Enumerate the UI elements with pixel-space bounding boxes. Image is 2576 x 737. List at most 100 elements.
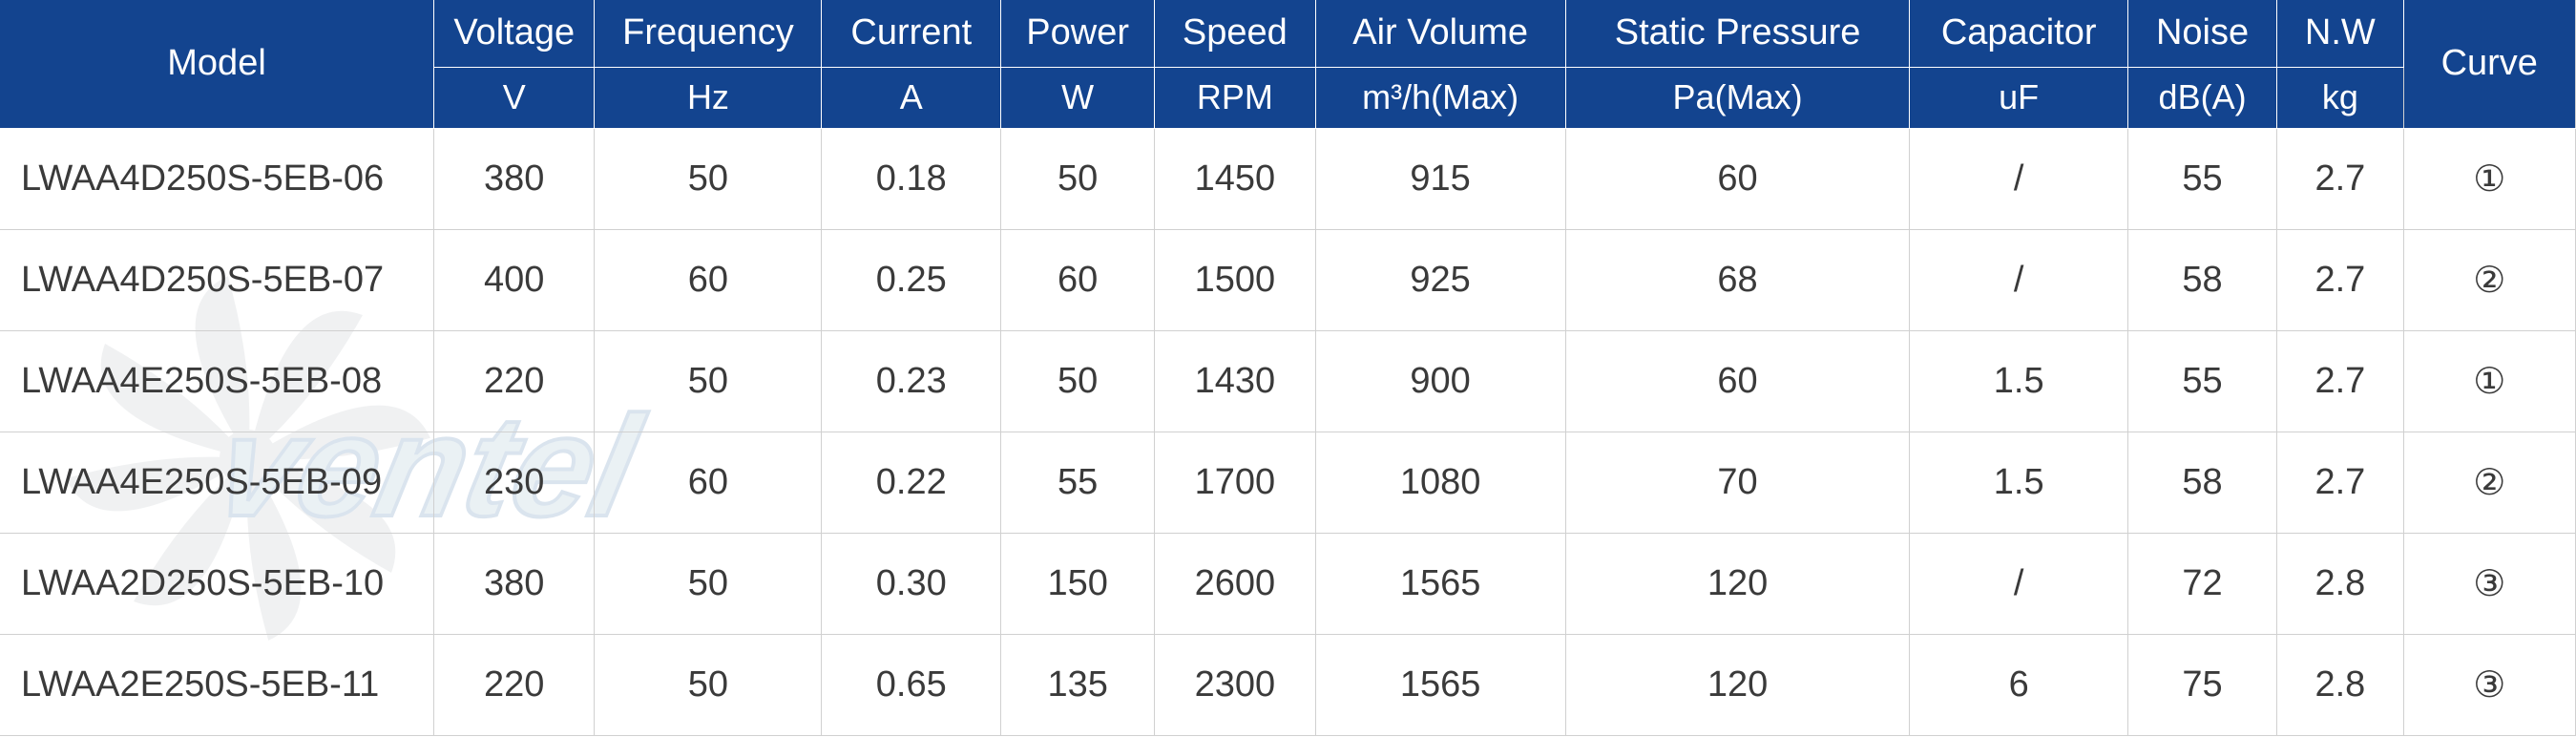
col-unit-noise: dB(A): [2127, 67, 2276, 128]
col-header-noise: Noise: [2127, 0, 2276, 67]
cell-capacitor: 6: [1910, 634, 2127, 735]
table-row: LWAA4E250S-5EB-09 230 60 0.22 55 1700 10…: [0, 432, 2576, 533]
cell-speed: 2300: [1155, 634, 1315, 735]
col-unit-frequency: Hz: [595, 67, 822, 128]
cell-capacitor: 1.5: [1910, 330, 2127, 432]
cell-nw: 2.7: [2277, 330, 2403, 432]
cell-airvol: 1080: [1315, 432, 1565, 533]
cell-speed: 1700: [1155, 432, 1315, 533]
cell-curve: ①: [2403, 128, 2576, 229]
table-row: LWAA4D250S-5EB-06 380 50 0.18 50 1450 91…: [0, 128, 2576, 229]
cell-frequency: 60: [595, 229, 822, 330]
cell-noise: 75: [2127, 634, 2276, 735]
cell-power: 60: [1001, 229, 1155, 330]
table-row: LWAA4D250S-5EB-07 400 60 0.25 60 1500 92…: [0, 229, 2576, 330]
cell-capacitor: 1.5: [1910, 432, 2127, 533]
table-body: LWAA4D250S-5EB-06 380 50 0.18 50 1450 91…: [0, 128, 2576, 735]
col-header-static: Static Pressure: [1565, 0, 1910, 67]
cell-model: LWAA2E250S-5EB-11: [0, 634, 434, 735]
cell-model: LWAA2D250S-5EB-10: [0, 533, 434, 634]
col-unit-nw: kg: [2277, 67, 2403, 128]
cell-frequency: 50: [595, 533, 822, 634]
cell-current: 0.25: [822, 229, 1001, 330]
cell-static: 70: [1565, 432, 1910, 533]
cell-curve: ②: [2403, 229, 2576, 330]
cell-nw: 2.7: [2277, 128, 2403, 229]
cell-airvol: 1565: [1315, 634, 1565, 735]
cell-nw: 2.8: [2277, 634, 2403, 735]
cell-nw: 2.8: [2277, 533, 2403, 634]
col-unit-airvol: m³/h(Max): [1315, 67, 1565, 128]
cell-frequency: 50: [595, 128, 822, 229]
cell-static: 120: [1565, 634, 1910, 735]
cell-voltage: 400: [434, 229, 595, 330]
cell-noise: 58: [2127, 432, 2276, 533]
cell-power: 50: [1001, 128, 1155, 229]
col-header-speed: Speed: [1155, 0, 1315, 67]
cell-airvol: 915: [1315, 128, 1565, 229]
cell-nw: 2.7: [2277, 432, 2403, 533]
table-row: LWAA4E250S-5EB-08 220 50 0.23 50 1430 90…: [0, 330, 2576, 432]
cell-voltage: 380: [434, 128, 595, 229]
col-header-power: Power: [1001, 0, 1155, 67]
col-unit-static: Pa(Max): [1565, 67, 1910, 128]
cell-frequency: 50: [595, 330, 822, 432]
cell-airvol: 1565: [1315, 533, 1565, 634]
col-header-airvol: Air Volume: [1315, 0, 1565, 67]
cell-capacitor: /: [1910, 128, 2127, 229]
col-unit-capacitor: uF: [1910, 67, 2127, 128]
cell-capacitor: /: [1910, 229, 2127, 330]
cell-nw: 2.7: [2277, 229, 2403, 330]
cell-noise: 72: [2127, 533, 2276, 634]
cell-static: 120: [1565, 533, 1910, 634]
table-row: LWAA2D250S-5EB-10 380 50 0.30 150 2600 1…: [0, 533, 2576, 634]
cell-model: LWAA4E250S-5EB-08: [0, 330, 434, 432]
cell-current: 0.18: [822, 128, 1001, 229]
cell-static: 60: [1565, 128, 1910, 229]
cell-power: 50: [1001, 330, 1155, 432]
cell-model: LWAA4D250S-5EB-06: [0, 128, 434, 229]
cell-speed: 1450: [1155, 128, 1315, 229]
cell-current: 0.23: [822, 330, 1001, 432]
col-header-curve: Curve: [2403, 0, 2576, 128]
cell-noise: 55: [2127, 330, 2276, 432]
col-unit-current: A: [822, 67, 1001, 128]
cell-current: 0.30: [822, 533, 1001, 634]
cell-power: 135: [1001, 634, 1155, 735]
col-header-capacitor: Capacitor: [1910, 0, 2127, 67]
cell-static: 68: [1565, 229, 1910, 330]
col-unit-voltage: V: [434, 67, 595, 128]
col-header-frequency: Frequency: [595, 0, 822, 67]
cell-frequency: 50: [595, 634, 822, 735]
cell-speed: 1500: [1155, 229, 1315, 330]
col-header-nw: N.W: [2277, 0, 2403, 67]
col-unit-power: W: [1001, 67, 1155, 128]
cell-curve: ③: [2403, 634, 2576, 735]
cell-current: 0.22: [822, 432, 1001, 533]
cell-speed: 1430: [1155, 330, 1315, 432]
cell-capacitor: /: [1910, 533, 2127, 634]
cell-curve: ③: [2403, 533, 2576, 634]
cell-frequency: 60: [595, 432, 822, 533]
col-header-current: Current: [822, 0, 1001, 67]
cell-speed: 2600: [1155, 533, 1315, 634]
cell-power: 150: [1001, 533, 1155, 634]
table-header: Model Voltage Frequency Current Power Sp…: [0, 0, 2576, 128]
cell-noise: 58: [2127, 229, 2276, 330]
cell-voltage: 230: [434, 432, 595, 533]
cell-current: 0.65: [822, 634, 1001, 735]
table-row: LWAA2E250S-5EB-11 220 50 0.65 135 2300 1…: [0, 634, 2576, 735]
cell-power: 55: [1001, 432, 1155, 533]
cell-airvol: 925: [1315, 229, 1565, 330]
cell-voltage: 380: [434, 533, 595, 634]
cell-model: LWAA4D250S-5EB-07: [0, 229, 434, 330]
col-unit-speed: RPM: [1155, 67, 1315, 128]
col-header-model: Model: [0, 0, 434, 128]
cell-model: LWAA4E250S-5EB-09: [0, 432, 434, 533]
col-header-voltage: Voltage: [434, 0, 595, 67]
cell-airvol: 900: [1315, 330, 1565, 432]
cell-static: 60: [1565, 330, 1910, 432]
cell-curve: ①: [2403, 330, 2576, 432]
cell-curve: ②: [2403, 432, 2576, 533]
spec-table: Model Voltage Frequency Current Power Sp…: [0, 0, 2576, 736]
